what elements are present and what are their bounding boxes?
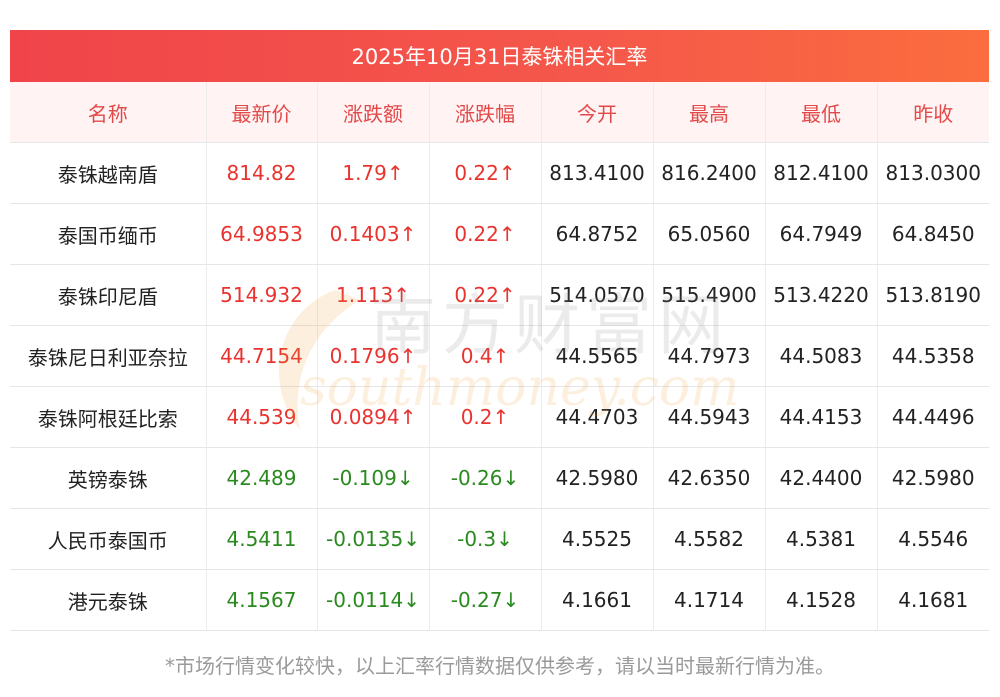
table-header-row: 名称 最新价 涨跌额 涨跌幅 今开 最高 最低 昨收 (10, 82, 989, 143)
change-pct-cell: -0.27↓ (429, 569, 542, 631)
change-pct-cell: 0.22↑ (429, 264, 542, 326)
table-row: 泰铢越南盾 814.82 1.79↑ 0.22↑ 813.4100 816.2400 812… (10, 142, 989, 204)
open-cell: 4.5525 (541, 508, 654, 570)
name-cell: 英镑泰铢 (10, 447, 207, 509)
change-pct-cell: -0.26↓ (429, 447, 542, 509)
table-row: 泰铢印尼盾 514.932 1.113↑ 0.22↑ 514.0570 515.4900 5… (10, 264, 989, 326)
high-cell: 4.5582 (653, 508, 766, 570)
open-cell: 42.5980 (541, 447, 654, 509)
latest-cell: 4.5411 (206, 508, 318, 570)
name-cell: 泰国币缅币 (10, 203, 207, 265)
table-row: 英镑泰铢 42.489 -0.109↓ -0.26↓ 42.5980 42.6350 42.… (10, 447, 989, 509)
header-name: 名称 (10, 82, 207, 143)
latest-cell: 4.1567 (206, 569, 318, 631)
change-cell: -0.0135↓ (317, 508, 430, 570)
table-row: 泰铢尼日利亚奈拉 44.7154 0.1796↑ 0.4↑ 44.5565 44.7973… (10, 325, 989, 387)
header-prev-close: 昨收 (877, 82, 989, 143)
high-cell: 65.0560 (653, 203, 766, 265)
change-pct-cell: 0.2↑ (429, 386, 542, 448)
name-cell: 人民币泰国币 (10, 508, 207, 570)
high-cell: 515.4900 (653, 264, 766, 326)
latest-cell: 44.7154 (206, 325, 318, 387)
latest-cell: 64.9853 (206, 203, 318, 265)
change-cell: 1.113↑ (317, 264, 430, 326)
change-pct-cell: 0.4↑ (429, 325, 542, 387)
prev-close-cell: 44.5358 (877, 325, 989, 387)
open-cell: 64.8752 (541, 203, 654, 265)
table-row: 泰铢阿根廷比索 44.539 0.0894↑ 0.2↑ 44.4703 44.5943 44… (10, 386, 989, 448)
table-row: 泰国币缅币 64.9853 0.1403↑ 0.22↑ 64.8752 65.0560 64… (10, 203, 989, 265)
change-cell: -0.109↓ (317, 447, 430, 509)
prev-close-cell: 813.0300 (877, 142, 989, 204)
latest-cell: 514.932 (206, 264, 318, 326)
table-row: 人民币泰国币 4.5411 -0.0135↓ -0.3↓ 4.5525 4.5582 4.5… (10, 508, 989, 570)
high-cell: 44.7973 (653, 325, 766, 387)
name-cell: 泰铢阿根廷比索 (10, 386, 207, 448)
open-cell: 514.0570 (541, 264, 654, 326)
high-cell: 4.1714 (653, 569, 766, 631)
prev-close-cell: 64.8450 (877, 203, 989, 265)
high-cell: 42.6350 (653, 447, 766, 509)
exchange-rate-table: 名称 最新价 涨跌额 涨跌幅 今开 最高 最低 昨收 泰铢越南盾 814.82 1.… (10, 82, 989, 631)
header-change-pct: 涨跌幅 (429, 82, 542, 143)
change-cell: -0.0114↓ (317, 569, 430, 631)
header-open: 今开 (541, 82, 654, 143)
change-pct-cell: 0.22↑ (429, 142, 542, 204)
high-cell: 816.2400 (653, 142, 766, 204)
low-cell: 812.4100 (765, 142, 878, 204)
page-title: 2025年10月31日泰铢相关汇率 (10, 30, 989, 82)
open-cell: 44.4703 (541, 386, 654, 448)
change-cell: 0.1796↑ (317, 325, 430, 387)
latest-cell: 814.82 (206, 142, 318, 204)
open-cell: 813.4100 (541, 142, 654, 204)
high-cell: 44.5943 (653, 386, 766, 448)
change-cell: 1.79↑ (317, 142, 430, 204)
name-cell: 泰铢越南盾 (10, 142, 207, 204)
low-cell: 44.4153 (765, 386, 878, 448)
change-cell: 0.0894↑ (317, 386, 430, 448)
change-cell: 0.1403↑ (317, 203, 430, 265)
name-cell: 港元泰铢 (10, 569, 207, 631)
prev-close-cell: 513.8190 (877, 264, 989, 326)
latest-cell: 42.489 (206, 447, 318, 509)
open-cell: 44.5565 (541, 325, 654, 387)
change-pct-cell: 0.22↑ (429, 203, 542, 265)
prev-close-cell: 4.5546 (877, 508, 989, 570)
prev-close-cell: 44.4496 (877, 386, 989, 448)
latest-cell: 44.539 (206, 386, 318, 448)
header-change: 涨跌额 (317, 82, 430, 143)
low-cell: 4.5381 (765, 508, 878, 570)
open-cell: 4.1661 (541, 569, 654, 631)
low-cell: 42.4400 (765, 447, 878, 509)
low-cell: 4.1528 (765, 569, 878, 631)
prev-close-cell: 4.1681 (877, 569, 989, 631)
low-cell: 64.7949 (765, 203, 878, 265)
header-latest: 最新价 (206, 82, 318, 143)
footnote: *市场行情变化较快，以上汇率行情数据仅供参考，请以当时最新行情为准。 (165, 654, 835, 678)
table-row: 港元泰铢 4.1567 -0.0114↓ -0.27↓ 4.1661 4.1714 4.15… (10, 569, 989, 631)
name-cell: 泰铢印尼盾 (10, 264, 207, 326)
name-cell: 泰铢尼日利亚奈拉 (10, 325, 207, 387)
change-pct-cell: -0.3↓ (429, 508, 542, 570)
header-high: 最高 (653, 82, 766, 143)
prev-close-cell: 42.5980 (877, 447, 989, 509)
header-low: 最低 (765, 82, 878, 143)
low-cell: 513.4220 (765, 264, 878, 326)
low-cell: 44.5083 (765, 325, 878, 387)
